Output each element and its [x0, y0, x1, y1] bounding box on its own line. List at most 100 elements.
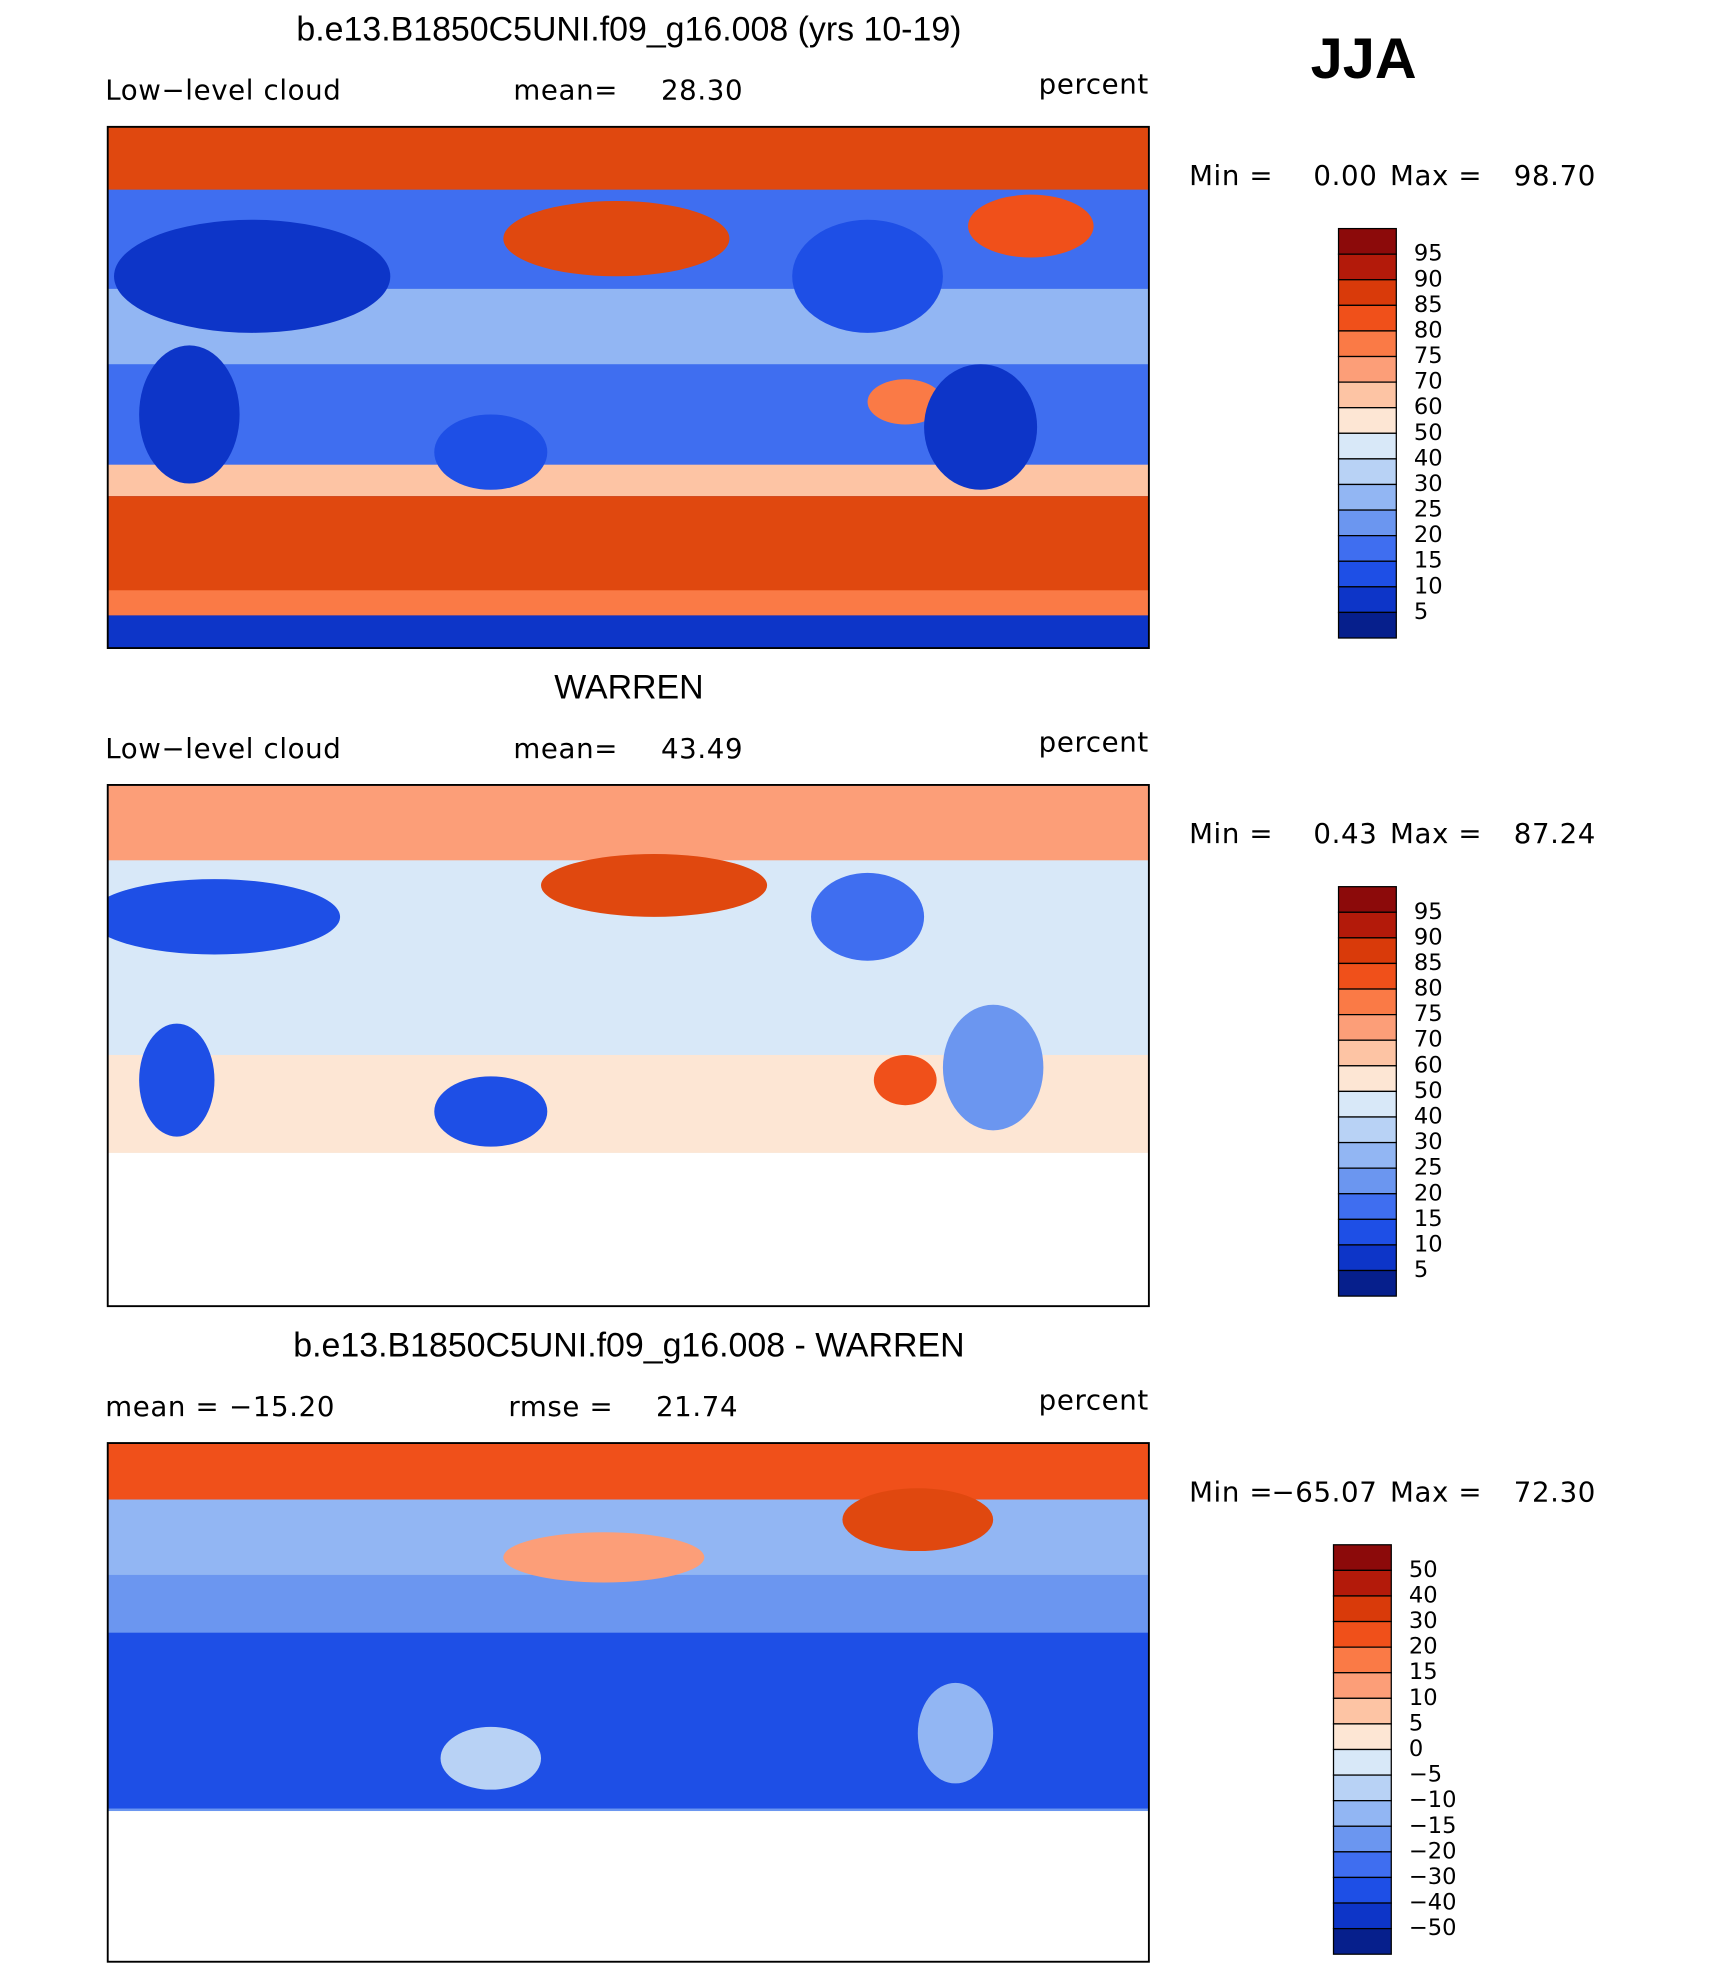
min-label: Min =: [1189, 1475, 1273, 1508]
map-frame: [106, 1442, 1150, 1963]
max-label: Max =: [1390, 159, 1482, 192]
map-frame: [106, 784, 1150, 1308]
colorbar-label: 85: [1414, 292, 1443, 318]
colorbar-box: [1337, 407, 1397, 434]
colorbar-label: −15: [1409, 1813, 1457, 1839]
colorbar-box: [1337, 586, 1397, 614]
map-field: [107, 1443, 1149, 1962]
max-label: Max =: [1390, 1475, 1482, 1508]
min-label: Min =: [1189, 159, 1273, 192]
colorbar-label: 80: [1414, 317, 1443, 343]
colorbar-box: [1332, 1876, 1392, 1904]
colorbar-box: [1332, 1800, 1392, 1827]
colorbar-box: [1337, 1167, 1397, 1195]
colorbar-box: [1332, 1697, 1392, 1725]
colorbar-label: 75: [1414, 343, 1443, 369]
colorbar-box: [1337, 1193, 1397, 1220]
colorbar-label: 80: [1414, 976, 1443, 1002]
colorbar-box: [1337, 355, 1397, 383]
colorbar-label: −10: [1409, 1787, 1457, 1813]
colorbar-box: [1332, 1544, 1392, 1571]
colorbar-label: 10: [1414, 573, 1443, 599]
colorbar-box: [1337, 560, 1397, 588]
colorbar-label: 85: [1414, 950, 1443, 976]
colorbar-box: [1337, 227, 1397, 255]
colorbar-box: [1337, 432, 1397, 460]
max-value: 87.24: [1514, 817, 1596, 850]
max-value: 98.70: [1514, 159, 1596, 192]
colorbar-label: 50: [1409, 1557, 1438, 1583]
colorbar-box: [1337, 1013, 1397, 1041]
stat-value: 21.74: [656, 1390, 738, 1423]
units-label: percent: [1039, 1384, 1149, 1417]
colorbar-box: [1332, 1902, 1392, 1930]
units-label: percent: [1039, 726, 1149, 759]
colorbar-box: [1337, 1065, 1397, 1093]
colorbar-box: [1337, 509, 1397, 537]
colorbar-box: [1337, 1039, 1397, 1067]
colorbar-box: [1332, 1927, 1392, 1955]
colorbar-box: [1332, 1595, 1392, 1623]
colorbar-label: 20: [1414, 1180, 1443, 1206]
stat-label: mean=: [513, 74, 618, 107]
colorbar-box: [1332, 1774, 1392, 1802]
colorbar-box: [1337, 1141, 1397, 1169]
stat-label: mean=: [513, 732, 618, 765]
colorbar-label: 10: [1409, 1685, 1438, 1711]
colorbar-label: 25: [1414, 497, 1443, 523]
colorbar-label: 10: [1414, 1231, 1443, 1257]
colorbar-box: [1332, 1748, 1392, 1776]
colorbar-box: [1337, 1116, 1397, 1144]
colorbar-label: 40: [1414, 1103, 1443, 1129]
colorbar-label: 70: [1414, 1027, 1443, 1053]
colorbar-label: 60: [1414, 394, 1443, 420]
colorbar-label: 5: [1414, 599, 1428, 625]
colorbar-box: [1337, 330, 1397, 358]
colorbar-label: 25: [1414, 1155, 1443, 1181]
stat-label: mean =: [105, 1390, 219, 1423]
colorbar-box: [1337, 535, 1397, 562]
colorbar-box: [1337, 1218, 1397, 1246]
colorbar-label: −5: [1409, 1762, 1442, 1788]
map-field: [107, 784, 1149, 1307]
colorbar-box: [1337, 1269, 1397, 1297]
colorbar-label: −50: [1409, 1915, 1457, 1941]
colorbar-label: 60: [1414, 1052, 1443, 1078]
stat-value: −15.20: [229, 1390, 335, 1423]
max-label: Max =: [1390, 817, 1482, 850]
colorbar-box: [1332, 1672, 1392, 1699]
colorbar-box: [1337, 279, 1397, 306]
min-value: −65.07: [1271, 1475, 1377, 1508]
colorbar-box: [1337, 988, 1397, 1016]
colorbar-label: −30: [1409, 1864, 1457, 1890]
colorbar-box: [1337, 458, 1397, 486]
colorbar-label: 95: [1414, 241, 1443, 267]
colorbar-label: 90: [1414, 924, 1443, 950]
colorbar-label: 75: [1414, 1001, 1443, 1027]
season-label: JJA: [1311, 27, 1417, 91]
colorbar-label: 40: [1409, 1582, 1438, 1608]
units-label: percent: [1039, 67, 1149, 100]
colorbar-label: 95: [1414, 899, 1443, 925]
field-label: Low−level cloud: [105, 732, 341, 765]
panel-title: b.e13.B1850C5UNI.f09_g16.008 - WARREN: [293, 1327, 964, 1365]
colorbar-label: 15: [1414, 1206, 1443, 1232]
colorbar-label: 40: [1414, 445, 1443, 471]
min-value: 0.00: [1313, 159, 1377, 192]
panel-title: WARREN: [554, 668, 703, 706]
colorbar-label: 5: [1409, 1710, 1423, 1736]
colorbar-label: −20: [1409, 1838, 1457, 1864]
colorbar-box: [1332, 1646, 1392, 1674]
colorbar-box: [1337, 962, 1397, 990]
min-label: Min =: [1189, 817, 1273, 850]
colorbar-label: 30: [1414, 1129, 1443, 1155]
colorbar-label: 50: [1414, 420, 1443, 446]
stat-value: 43.49: [661, 732, 743, 765]
field-label: Low−level cloud: [105, 74, 341, 107]
colorbar-label: −40: [1409, 1890, 1457, 1916]
colorbar-label: 30: [1414, 471, 1443, 497]
map-field: [107, 126, 1149, 649]
colorbar-box: [1337, 304, 1397, 332]
colorbar-box: [1337, 253, 1397, 281]
